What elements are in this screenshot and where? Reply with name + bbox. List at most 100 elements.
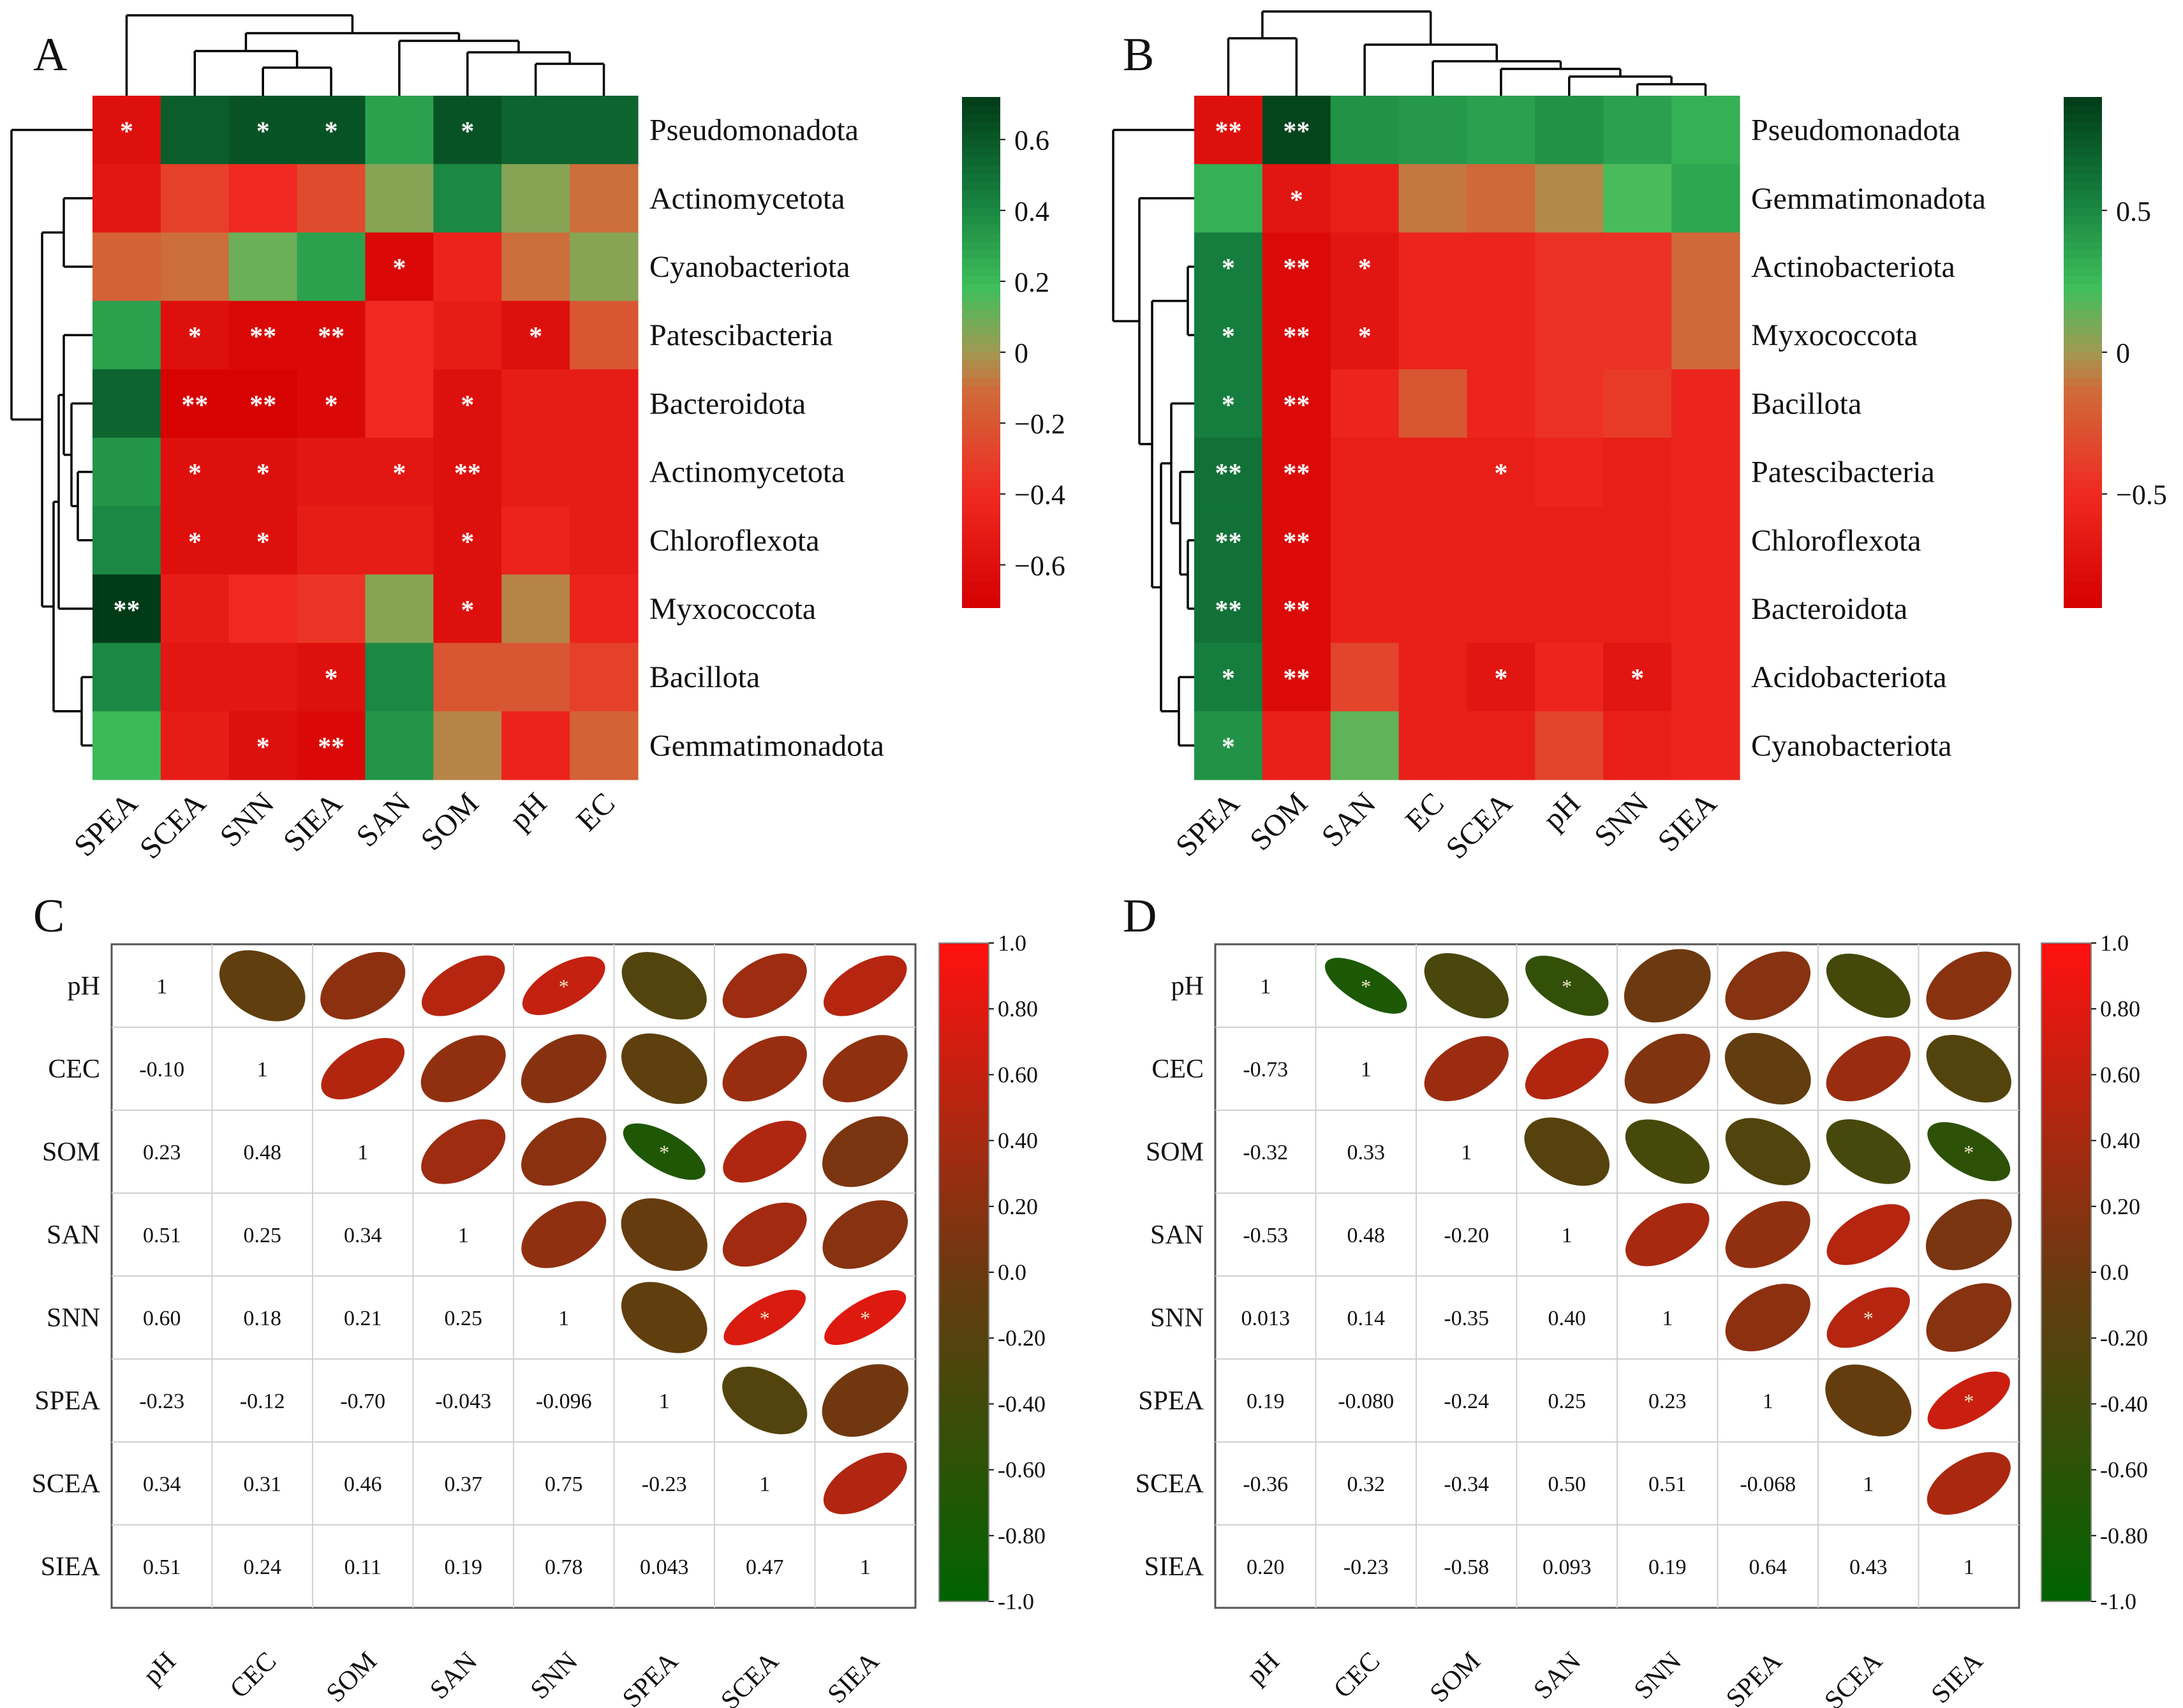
colorbar-segment: [2041, 1198, 2091, 1207]
colorbar-tick-label: -0.20: [2100, 1325, 2148, 1351]
colorbar-segment: [2064, 598, 2102, 608]
heatmap-cell: [365, 574, 434, 644]
column-axis-label: SIEA: [822, 1646, 885, 1708]
correlation-ellipse: [522, 956, 605, 1015]
colorbar-segment: [2041, 1214, 2091, 1224]
heatmap-cell: [570, 369, 639, 438]
dendrogram: [10, 14, 605, 747]
colorbar-segment: [962, 471, 1000, 480]
row-label: Bacteroidota: [1751, 592, 1907, 626]
correlation-ellipse: [824, 1289, 907, 1346]
heatmap-cell: [1535, 506, 1604, 575]
diagonal-label: 1: [1461, 1141, 1472, 1164]
dendrogram: [1112, 10, 1707, 747]
colorbar-segment: [2041, 1148, 2091, 1158]
correlation-ellipse: [1826, 1204, 1911, 1265]
correlation-value: -0.36: [1243, 1473, 1288, 1496]
colorbar-segment: [2064, 267, 2102, 276]
column-label: SIEA: [1651, 786, 1723, 858]
diagonal-label: 1: [558, 1307, 569, 1330]
colorbar-segment: [2064, 318, 2102, 327]
correlation-ellipse: [1826, 953, 1911, 1018]
correlation-value: 0.013: [1241, 1307, 1291, 1330]
colorbar-segment: [939, 1222, 989, 1232]
row-label: Actinobacteriota: [1751, 250, 1955, 284]
colorbar-segment: [939, 1330, 989, 1339]
heatmap-cell: [1603, 574, 1672, 644]
heatmap-cell: [433, 642, 502, 712]
correlation-value: 0.47: [746, 1556, 784, 1579]
heatmap-cell: [1262, 369, 1331, 438]
correlation-value: 0.32: [1347, 1473, 1386, 1496]
colorbar-segment: [2041, 1478, 2091, 1487]
heatmap-cell: [1603, 642, 1672, 712]
colorbar-segment: [2064, 360, 2102, 370]
diagonal-label: 1: [1662, 1307, 1673, 1330]
colorbar-segment: [2041, 1305, 2091, 1314]
colorbar-segment: [2041, 1560, 2091, 1570]
correlation-ellipse: [822, 1364, 908, 1437]
colorbar-segment: [962, 327, 1000, 336]
correlation-value: -0.096: [536, 1390, 592, 1413]
correlation-ellipse: [320, 952, 406, 1020]
diagonal-label: 1: [1763, 1390, 1773, 1413]
correlation-value: 0.51: [143, 1556, 181, 1579]
row-axis-label: pH: [68, 972, 100, 1001]
colorbar-segment: [2064, 258, 2102, 268]
colorbar-segment: [939, 1157, 989, 1166]
colorbar-segment: [939, 1444, 989, 1454]
row-axis-label: CEC: [48, 1055, 100, 1084]
column-axis-label: SPEA: [617, 1646, 685, 1708]
column-axis-label: pH: [138, 1647, 182, 1691]
heatmap-cell: [1671, 301, 1740, 370]
heatmap-cell: [160, 642, 230, 712]
heatmap-cell: [1398, 232, 1468, 302]
heatmap-cell: [297, 438, 366, 507]
heatmap-cell: [433, 96, 502, 165]
colorbar-segment: [2041, 1362, 2091, 1372]
heatmap-cell: [365, 506, 434, 575]
colorbar-segment: [939, 1478, 989, 1487]
diagonal-label: 1: [1361, 1058, 1372, 1081]
heatmap-cell: [1398, 96, 1468, 165]
heatmap-cell: [433, 506, 502, 575]
significance-star: *: [659, 1141, 669, 1164]
colorbar-segment: [2041, 1157, 2091, 1166]
colorbar-segment: [2064, 394, 2102, 404]
colorbar-segment: [2041, 1355, 2091, 1363]
heatmap-cell: [1262, 574, 1331, 644]
correlation-ellipse: [722, 1202, 807, 1267]
row-axis-label: SIEA: [41, 1552, 101, 1582]
diagonal-label: 1: [1863, 1473, 1874, 1496]
heatmap-cell: [501, 96, 570, 165]
colorbar-segment: [2064, 573, 2102, 583]
panel-letter: A: [33, 29, 67, 81]
correlation-ellipse: [420, 1035, 506, 1103]
colorbar-segment: [2064, 309, 2102, 319]
colorbar-segment: [939, 1511, 989, 1520]
heatmap-cell: [1603, 438, 1672, 507]
colorbar-segment: [2041, 1379, 2091, 1388]
colorbar-segment: [939, 976, 989, 985]
heatmap-cell: [1262, 506, 1331, 575]
heatmap-cell: [93, 301, 161, 370]
colorbar-segment: [2064, 547, 2102, 557]
colorbar-segment: [962, 139, 1000, 149]
colorbar-segment: [2041, 1412, 2091, 1422]
colorbar-segment: [939, 959, 989, 969]
heatmap-cell: [1535, 574, 1604, 644]
significance-star: *: [1964, 1390, 1974, 1413]
significance-star: *: [1361, 975, 1371, 998]
significance-star: *: [392, 459, 406, 489]
colorbar-segment: [939, 1025, 989, 1034]
colorbar-segment: [939, 1272, 989, 1281]
row-label: Bacteroidota: [649, 387, 806, 420]
colorbar-tick-label: 0.80: [2100, 996, 2140, 1021]
colorbar-segment: [2064, 233, 2102, 242]
heatmap-cell: [365, 164, 434, 233]
heatmap-cell: [1535, 642, 1604, 712]
row-label: Patescibacteria: [649, 318, 833, 352]
colorbar-segment: [2041, 1074, 2091, 1084]
heatmap-cell: [93, 232, 161, 302]
column-label: SNN: [214, 786, 281, 853]
